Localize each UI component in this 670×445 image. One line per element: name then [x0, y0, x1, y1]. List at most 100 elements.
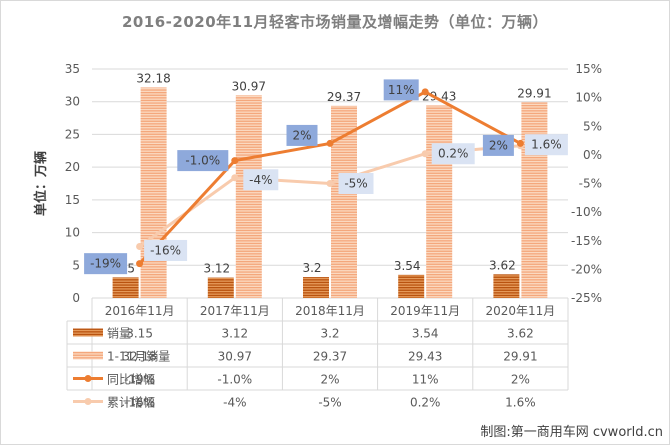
yoy-growth-line — [138, 90, 522, 265]
cumulative-growth-label: 0.2% — [438, 147, 469, 161]
table-cell: 3.54 — [412, 327, 439, 341]
chart-credit: 制图:第一商用车网 cvworld.cn — [480, 425, 663, 440]
sales-bar-label: 3.62 — [489, 258, 516, 272]
y-tick-label: 35 — [65, 62, 80, 76]
x-tick-label: 2018年11月 — [295, 304, 365, 318]
legend-series-name: 1-11月销量 — [107, 350, 170, 364]
table-cell: -5% — [318, 396, 341, 410]
cumulative-growth-label-box — [431, 143, 475, 165]
y2-tick-label: 0% — [583, 148, 602, 162]
yoy-growth-label: 2% — [292, 128, 311, 142]
x-tick-label: 2017年11月 — [200, 304, 270, 318]
cumulative-sales-bar-label: 32.18 — [136, 71, 170, 85]
cumulative-growth-point — [231, 174, 239, 182]
y-tick-label: 25 — [65, 127, 80, 141]
yoy-growth-label: -1.0% — [185, 154, 220, 168]
yoy-growth-point — [231, 157, 239, 165]
cumulative-sales-bar-label: 29.43 — [422, 89, 456, 103]
yoy-growth-point — [326, 139, 334, 147]
y2-tick-label: -20% — [571, 262, 602, 276]
yoy-growth-label-box — [84, 253, 128, 275]
table-cell: 29.43 — [408, 350, 442, 364]
table-cell: 32.18 — [122, 350, 156, 364]
y-tick-label: 30 — [65, 95, 80, 109]
table-cell: 11% — [412, 373, 439, 387]
cumulative-sales-bar — [521, 102, 548, 298]
table-cell: 29.37 — [313, 350, 347, 364]
x-tick-label: 2020年11月 — [485, 304, 555, 318]
cumulative-growth-point — [326, 180, 334, 187]
cumulative-growth-label: -5% — [344, 177, 367, 191]
cumulative-growth-point — [421, 150, 429, 158]
yoy-growth-label: 11% — [388, 83, 415, 97]
cumulative-growth-label-box — [524, 134, 568, 156]
yoy-growth-label-box — [383, 79, 419, 101]
cumulative-sales-bar-label: 30.97 — [232, 79, 266, 93]
table-cell: 3.62 — [507, 327, 534, 341]
y2-tick-label: 10% — [575, 91, 602, 105]
y2-tick-label: -25% — [571, 291, 602, 305]
yoy-growth-label-box — [286, 124, 318, 146]
cumulative-sales-bar — [140, 87, 167, 298]
cumulative-sales-bar-label: 29.37 — [327, 90, 361, 104]
cumulative-growth-point — [136, 242, 144, 250]
y-tick-label: 15 — [65, 193, 80, 207]
cumulative-growth-label-box — [338, 173, 374, 194]
sales-bar-label: 3.12 — [203, 262, 230, 276]
cumulative-growth-label: -4% — [249, 173, 272, 187]
legend-series-name: 累计增幅 — [107, 395, 155, 410]
yoy-growth-label: 2% — [489, 138, 508, 152]
sales-bar — [493, 274, 520, 298]
table-cell: 2% — [511, 373, 530, 387]
table-cell: -4% — [223, 396, 246, 410]
legend-series-name: 同比增幅 — [107, 372, 155, 387]
cumulative-sales-bar — [426, 105, 453, 298]
cumulative-sales-bar — [331, 105, 357, 298]
yoy-growth-label-box — [482, 134, 514, 156]
cumulative-growth-label: 1.6% — [531, 138, 562, 152]
sales-bar — [303, 277, 329, 298]
yoy-growth-point — [516, 139, 524, 147]
y2-tick-label: -10% — [571, 205, 602, 219]
cumulative-sales-bar-label: 29.91 — [517, 86, 551, 100]
table-cell: 3.2 — [320, 327, 339, 341]
cumulative-sales-legend-key — [73, 351, 103, 360]
cumulative-growth-label-box — [243, 169, 279, 191]
table-cell: 3.12 — [221, 327, 248, 341]
yoy-growth-label: -19% — [90, 257, 121, 271]
cumulative-growth-label: -16% — [150, 243, 181, 257]
y2-tick-label: 5% — [583, 119, 602, 133]
cumulative-sales-bar — [235, 95, 262, 299]
sales-bar — [112, 277, 139, 298]
y2-tick-label: -15% — [571, 234, 602, 248]
legend-series-name: 销量 — [107, 327, 131, 341]
sales-bar — [207, 277, 234, 298]
y-tick-label: 5 — [72, 258, 80, 272]
yoy-growth-point — [421, 88, 429, 96]
table-cell: -19% — [124, 373, 155, 387]
yoy-growth-label-box — [177, 150, 229, 172]
sales-bar-label: 3.2 — [302, 261, 321, 275]
table-cell: -16% — [124, 396, 155, 410]
y-tick-label: 10 — [65, 226, 80, 240]
cumulative-growth-legend-marker — [84, 398, 92, 405]
y2-tick-label: -5% — [579, 177, 602, 191]
x-tick-label: 2016年11月 — [105, 304, 175, 318]
sales-legend-key — [73, 328, 103, 337]
y2-tick-label: 15% — [575, 62, 602, 76]
sales-bar — [398, 274, 425, 298]
cumulative-growth-label-box — [144, 239, 188, 261]
y-tick-label: 20 — [65, 160, 80, 174]
yoy-growth-point — [136, 260, 144, 268]
y-tick-label: 0 — [72, 291, 80, 305]
y-axis-label: 单位：万辆 — [33, 151, 49, 216]
table-cell: 30.97 — [218, 350, 252, 364]
table-cell: 2% — [320, 373, 339, 387]
table-cell: 1.6% — [505, 396, 536, 410]
table-cell: 0.2% — [410, 396, 441, 410]
sales-bar-label: 3.54 — [394, 259, 421, 273]
table-cell: 29.91 — [503, 350, 537, 364]
yoy-growth-legend-marker — [84, 375, 92, 382]
